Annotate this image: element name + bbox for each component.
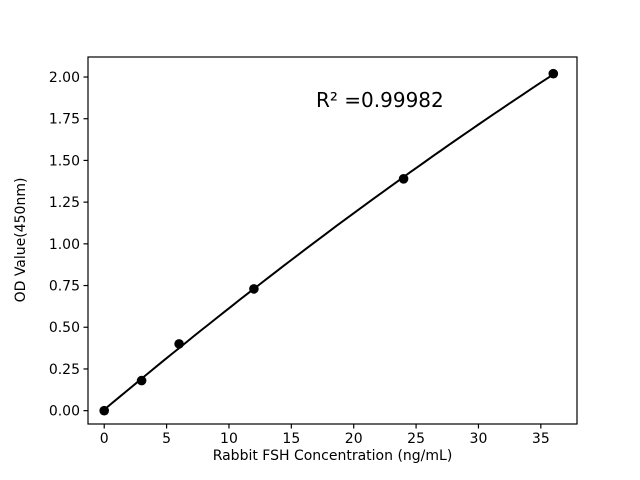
- r-squared-annotation: R² =0.99982: [316, 88, 444, 113]
- data-point-marker: [136, 375, 147, 386]
- y-tick-label: 0.25: [49, 362, 80, 378]
- x-axis-label: Rabbit FSH Concentration (ng/mL): [212, 448, 453, 464]
- axes-frame: [87, 56, 578, 425]
- x-tick-label: 5: [162, 431, 171, 447]
- x-tick-label: 10: [220, 431, 238, 447]
- x-tick-label: 20: [345, 431, 363, 447]
- y-tick-label: 2.00: [49, 70, 80, 86]
- y-tick-label: 1.75: [49, 112, 80, 128]
- data-point-marker: [548, 68, 559, 79]
- data-point-marker: [398, 174, 409, 184]
- data-point-marker: [249, 284, 259, 294]
- y-tick-label: 0.50: [49, 320, 80, 336]
- y-tick-label: 0.00: [49, 404, 80, 420]
- fit-curve: [103, 73, 554, 411]
- x-tick-label: 25: [407, 431, 425, 447]
- x-tick-label: 15: [282, 431, 300, 447]
- data-point-marker: [174, 339, 184, 349]
- y-tick-label: 1.50: [49, 153, 80, 169]
- x-tick-label: 0: [100, 431, 109, 447]
- x-tick-label: 30: [470, 431, 488, 447]
- y-tick-label: 1.00: [49, 237, 80, 253]
- y-axis-label: OD Value(450nm): [13, 177, 29, 303]
- y-tick-label: 0.75: [49, 279, 80, 295]
- data-point-marker: [99, 405, 109, 416]
- y-tick-label: 1.25: [49, 195, 80, 211]
- x-tick-label: 35: [532, 431, 550, 447]
